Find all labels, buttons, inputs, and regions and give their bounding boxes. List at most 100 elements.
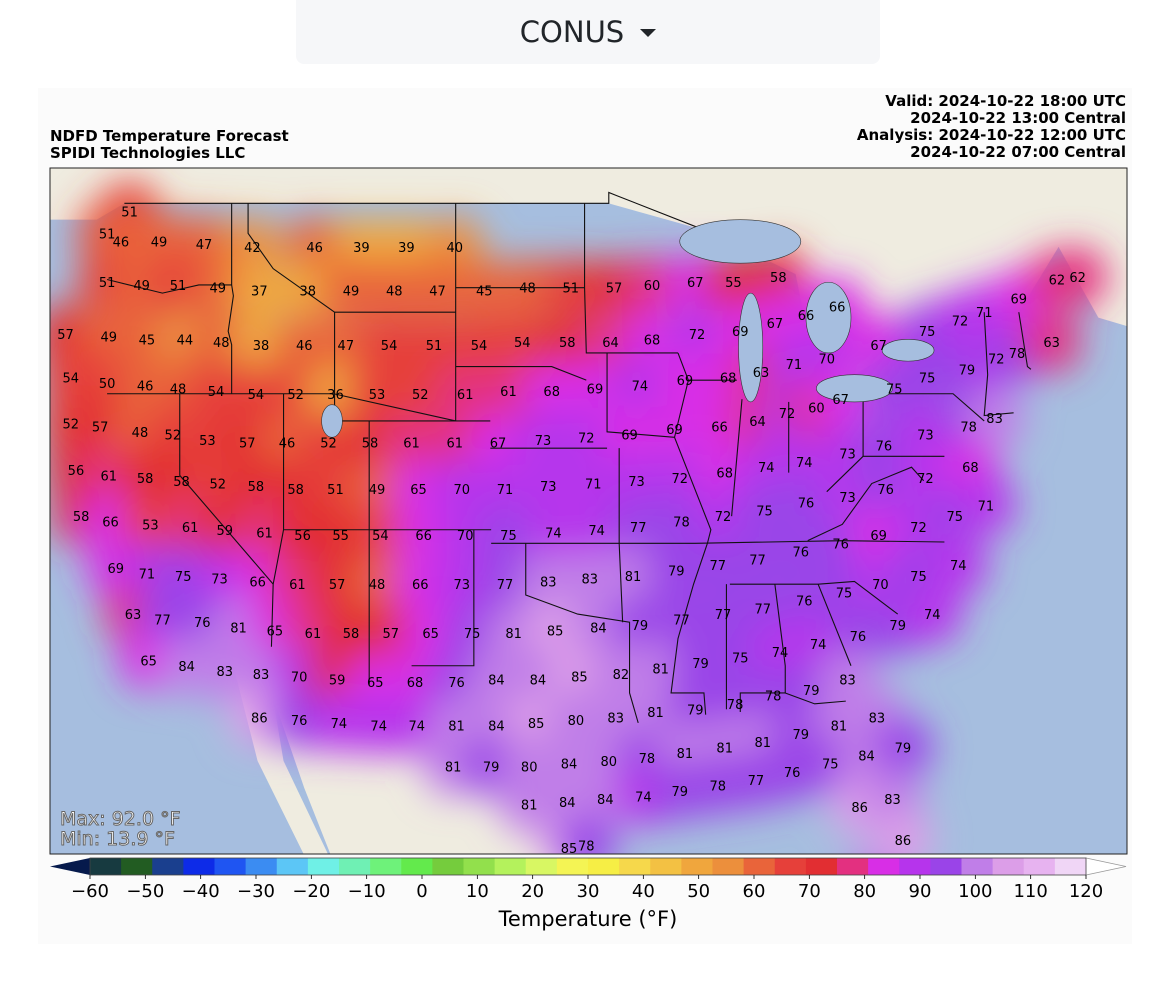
- temperature-label: 61: [101, 469, 118, 484]
- temperature-field-cell: [407, 260, 468, 321]
- temperature-label: 57: [92, 420, 109, 435]
- temperature-label: 58: [73, 510, 90, 525]
- state-border-line: [411, 529, 475, 667]
- colorbar-segment: [276, 858, 309, 875]
- colorbar-segment: [525, 858, 558, 875]
- temperature-label: 77: [630, 521, 647, 536]
- temperature-label: 50: [99, 377, 116, 392]
- temperature-label: 78: [765, 690, 782, 705]
- temperature-label: 73: [535, 434, 552, 449]
- state-border-line: [606, 352, 675, 438]
- temperature-label: 73: [211, 573, 228, 588]
- temperature-label: 54: [208, 385, 225, 400]
- temperature-label: 79: [959, 363, 976, 378]
- temperature-field-cell: [274, 314, 335, 375]
- temperature-label: 73: [628, 475, 645, 490]
- temperature-label: 48: [170, 382, 187, 397]
- colorbar-segment: [743, 858, 776, 875]
- temperature-label: 57: [606, 282, 623, 297]
- colorbar-tick-label: 20: [521, 881, 544, 902]
- temperature-label: 64: [749, 415, 766, 430]
- state-border-line: [227, 203, 234, 394]
- temperature-label: 83: [839, 673, 856, 688]
- temperature-label: 79: [632, 619, 649, 634]
- temperature-label: 53: [142, 518, 159, 533]
- state-border-line: [270, 393, 285, 647]
- temperature-label: 52: [320, 437, 337, 452]
- temperature-label: 72: [988, 352, 1005, 367]
- temperature-field-cell: [649, 448, 710, 509]
- state-border-line: [875, 393, 985, 422]
- colorbar-tick-label: 70: [798, 881, 821, 902]
- colorbar-segment: [121, 858, 153, 875]
- temperature-field-cell: [298, 412, 359, 473]
- temperature-label: 77: [154, 614, 171, 629]
- colorbar-tick-label: 10: [466, 881, 489, 902]
- temperature-label: 66: [829, 301, 846, 316]
- colorbar-segment: [961, 858, 994, 875]
- temperature-label: 58: [137, 472, 154, 487]
- temperature-label: 83: [869, 711, 886, 726]
- temperature-field-cell: [431, 458, 492, 519]
- temperature-label: 78: [960, 420, 977, 435]
- temperature-label: 60: [644, 279, 661, 294]
- temperature-label: 76: [793, 546, 810, 561]
- temperature-label: 68: [720, 371, 737, 386]
- colorbar-tick-label: 80: [853, 881, 876, 902]
- colorbar-segment: [930, 858, 962, 875]
- temperature-label: 56: [68, 464, 85, 479]
- temperature-label: 70: [453, 483, 470, 498]
- temperature-field-cell: [424, 412, 485, 473]
- temperature-label: 71: [585, 478, 602, 493]
- temperature-field-cell: [474, 554, 535, 615]
- temperature-field-cell: [364, 260, 425, 321]
- state-border-line: [179, 393, 274, 585]
- lake-shape: [881, 339, 935, 362]
- lake-shape: [805, 281, 852, 354]
- temperature-label: 74: [545, 526, 562, 541]
- colorbar-tick-label: 60: [743, 881, 766, 902]
- temperature-field-cell: [1021, 312, 1082, 373]
- temperature-field-cell: [622, 309, 683, 370]
- state-border-line: [785, 692, 846, 705]
- colorbar-segment: [805, 858, 838, 875]
- temperature-label: 79: [889, 619, 906, 634]
- colorbar-segment: [307, 858, 340, 875]
- temperature-label: 74: [588, 524, 605, 539]
- temperature-label: 75: [919, 325, 936, 340]
- temperature-label: 83: [216, 665, 233, 680]
- temperature-field-cell: [872, 809, 933, 854]
- temperature-label: 49: [101, 331, 118, 346]
- temperature-label: 57: [329, 578, 346, 593]
- state-borders: [106, 191, 1032, 724]
- temperature-label: 74: [772, 646, 789, 661]
- temperature-field-cell: [381, 412, 442, 473]
- temperature-label: 49: [343, 284, 360, 299]
- temperature-label: 54: [372, 529, 389, 544]
- temperature-label: 73: [453, 578, 470, 593]
- region-selector-dropdown[interactable]: CONUS: [296, 0, 880, 64]
- temperature-field-cell: [964, 388, 1025, 449]
- temperature-label: 81: [716, 741, 733, 756]
- temperature-label: 84: [559, 796, 576, 811]
- temperature-label: 46: [279, 437, 296, 452]
- temperature-label: 67: [870, 339, 887, 354]
- temperature-label: 74: [635, 790, 652, 805]
- temperature-label: 79: [793, 728, 810, 743]
- colorbar-segment: [463, 858, 496, 875]
- temperature-label: 76: [291, 714, 308, 729]
- temperature-label: 73: [839, 448, 856, 463]
- temperature-colorbar: −60 −50 −40 −30 −20 −10 0 10 20 30 40 50 60 70 80 90 100…: [50, 857, 1127, 902]
- state-border-line: [525, 543, 639, 724]
- temperature-field-cell: [606, 450, 667, 511]
- temperature-field-cell: [513, 410, 574, 470]
- colorbar-segment: [1054, 858, 1087, 875]
- colorbar-segment: [837, 858, 869, 875]
- temperature-label: 68: [543, 385, 560, 400]
- temperature-field-cell: [400, 603, 461, 664]
- temperature-field-cell: [435, 363, 496, 424]
- map-subtitle: SPIDI Technologies LLC: [50, 144, 246, 162]
- temperature-label: 76: [876, 439, 893, 454]
- temperature-label: 52: [165, 429, 182, 444]
